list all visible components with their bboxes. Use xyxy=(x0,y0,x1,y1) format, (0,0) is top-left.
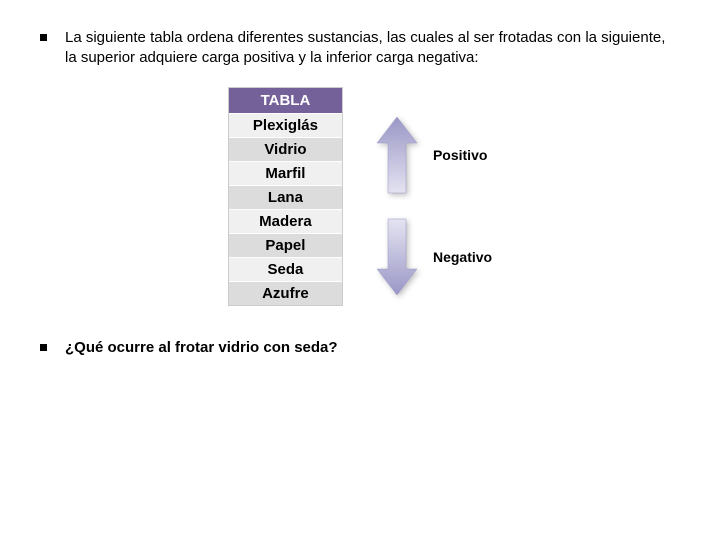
content-row: TABLAPlexiglásVidrioMarfilLanaMaderaPape… xyxy=(40,87,680,306)
intro-bullet: La siguiente tabla ordena diferentes sus… xyxy=(40,28,680,69)
up-arrow-icon xyxy=(375,115,419,195)
table-row: Lana xyxy=(229,185,342,209)
down-arrow-icon xyxy=(375,217,419,297)
negative-label: Negativo xyxy=(433,249,492,265)
question-text: ¿Qué ocurre al frotar vidrio con seda? xyxy=(65,338,680,358)
table-row: Seda xyxy=(229,257,342,281)
negative-arrow-row: Negativo xyxy=(375,217,492,297)
arrows-column: Positivo Negativo xyxy=(375,87,492,297)
intro-text: La siguiente tabla ordena diferentes sus… xyxy=(65,28,680,69)
table-row: Marfil xyxy=(229,161,342,185)
positive-arrow-row: Positivo xyxy=(375,115,492,195)
positive-label: Positivo xyxy=(433,147,487,163)
table-header: TABLA xyxy=(229,88,342,113)
question-bullet: ¿Qué ocurre al frotar vidrio con seda? xyxy=(40,338,680,358)
table-row: Vidrio xyxy=(229,137,342,161)
triboelectric-table: TABLAPlexiglásVidrioMarfilLanaMaderaPape… xyxy=(228,87,343,306)
bullet-icon xyxy=(40,34,47,41)
table-row: Azufre xyxy=(229,281,342,305)
bullet-icon xyxy=(40,344,47,351)
table-row: Plexiglás xyxy=(229,113,342,137)
table-row: Papel xyxy=(229,233,342,257)
table-row: Madera xyxy=(229,209,342,233)
